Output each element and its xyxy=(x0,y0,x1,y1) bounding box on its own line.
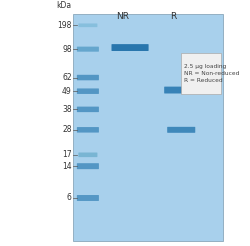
FancyBboxPatch shape xyxy=(76,195,98,201)
Text: 38: 38 xyxy=(62,105,71,114)
Text: R: R xyxy=(170,12,176,20)
FancyBboxPatch shape xyxy=(166,127,194,133)
Text: 62: 62 xyxy=(62,73,71,82)
Text: 28: 28 xyxy=(62,125,71,134)
Bar xyxy=(72,14,223,241)
FancyBboxPatch shape xyxy=(76,88,98,94)
Text: 49: 49 xyxy=(62,87,71,96)
Text: NR: NR xyxy=(116,12,128,20)
Text: 198: 198 xyxy=(57,21,71,30)
Text: 6: 6 xyxy=(66,194,71,202)
Text: 2.5 μg loading
NR = Non-reduced
R = Reduced: 2.5 μg loading NR = Non-reduced R = Redu… xyxy=(183,64,238,83)
FancyBboxPatch shape xyxy=(181,53,220,94)
Text: kDa: kDa xyxy=(56,1,71,10)
FancyBboxPatch shape xyxy=(76,127,98,133)
FancyBboxPatch shape xyxy=(76,107,98,112)
Text: 98: 98 xyxy=(62,45,71,54)
FancyBboxPatch shape xyxy=(164,87,198,93)
Text: 17: 17 xyxy=(62,150,71,159)
FancyBboxPatch shape xyxy=(78,153,97,157)
Text: 14: 14 xyxy=(62,162,71,171)
FancyBboxPatch shape xyxy=(78,23,97,27)
FancyBboxPatch shape xyxy=(76,75,98,80)
FancyBboxPatch shape xyxy=(76,47,98,52)
FancyBboxPatch shape xyxy=(76,163,98,169)
FancyBboxPatch shape xyxy=(111,44,148,51)
